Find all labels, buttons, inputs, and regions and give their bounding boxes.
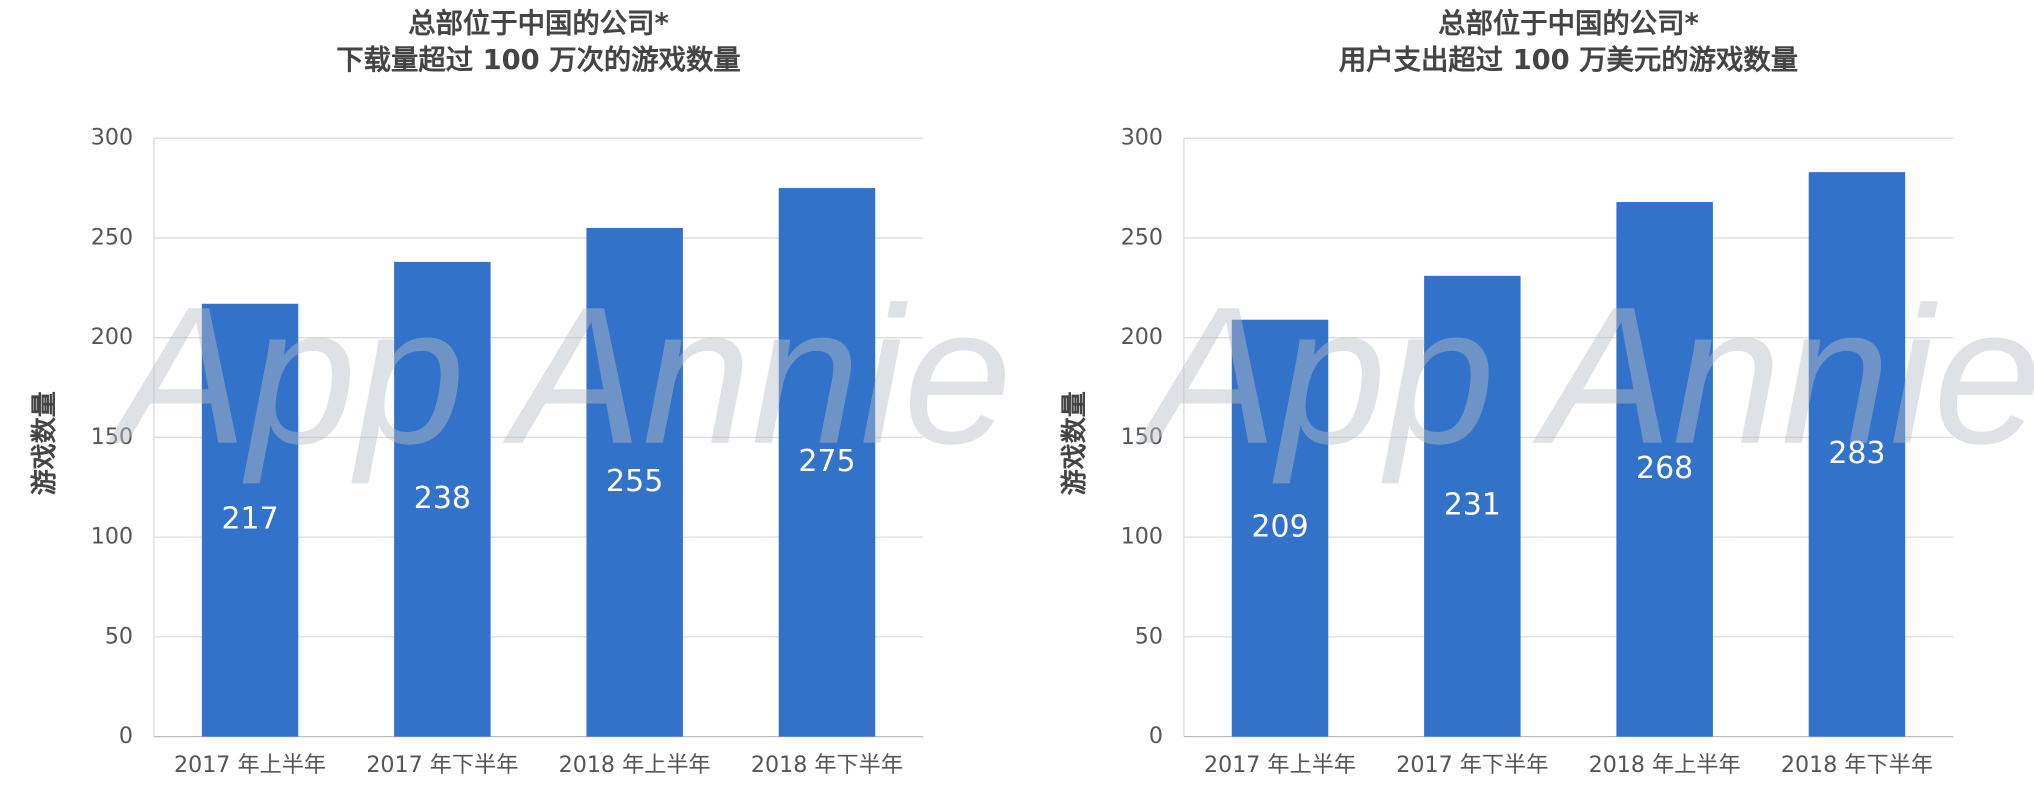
value-label: 209	[1251, 510, 1308, 545]
x-tick-label: 2017 年上半年	[174, 752, 326, 778]
x-tick-label: 2017 年下半年	[1396, 752, 1548, 778]
value-label: 268	[1636, 451, 1693, 486]
y-tick-label: 250	[91, 224, 133, 250]
value-label: 238	[414, 481, 471, 516]
x-tick-label: 2017 年上半年	[1204, 752, 1356, 778]
chart-subtitle: 用户支出超过 100 万美元的游戏数量	[1339, 44, 1798, 76]
value-label: 275	[798, 444, 855, 479]
y-tick-label: 0	[1149, 723, 1163, 749]
y-tick-label: 50	[105, 623, 133, 649]
y-tick-label: 250	[1121, 224, 1163, 250]
bar	[1424, 275, 1521, 737]
value-label: 255	[606, 464, 663, 499]
bar	[394, 261, 491, 737]
y-tick-label: 200	[1121, 324, 1163, 350]
y-axis-label: 游戏数量	[1060, 391, 1090, 495]
x-tick-label: 2017 年下半年	[366, 752, 518, 778]
y-tick-label: 100	[1121, 524, 1163, 550]
watermark: App Annie	[1137, 267, 2034, 485]
watermark: App Annie	[107, 267, 1012, 485]
x-tick-label: 2018 年下半年	[751, 752, 903, 778]
y-tick-label: 100	[91, 524, 133, 550]
bar	[201, 303, 299, 737]
x-tick-label: 2018 年上半年	[1589, 752, 1741, 778]
bar	[1231, 319, 1329, 737]
value-label: 231	[1444, 488, 1501, 523]
chart-title: 总部位于中国的公司*	[408, 7, 669, 39]
value-label: 217	[221, 502, 278, 537]
chart-subtitle: 下载量超过 100 万次的游戏数量	[336, 44, 740, 76]
bar	[778, 188, 876, 737]
y-tick-label: 300	[91, 125, 133, 151]
y-tick-label: 150	[1121, 424, 1163, 450]
value-label: 283	[1828, 436, 1885, 471]
bar	[1616, 202, 1713, 737]
y-tick-label: 50	[1135, 623, 1163, 649]
y-tick-label: 150	[91, 424, 133, 450]
x-tick-label: 2018 年下半年	[1781, 752, 1933, 778]
chart-title: 总部位于中国的公司*	[1438, 7, 1699, 39]
y-axis-label: 游戏数量	[30, 391, 60, 495]
y-tick-label: 0	[119, 723, 133, 749]
y-tick-label: 200	[91, 324, 133, 350]
bar	[1808, 172, 1906, 737]
y-tick-label: 300	[1121, 125, 1163, 151]
bar	[586, 227, 683, 737]
x-tick-label: 2018 年上半年	[559, 752, 711, 778]
